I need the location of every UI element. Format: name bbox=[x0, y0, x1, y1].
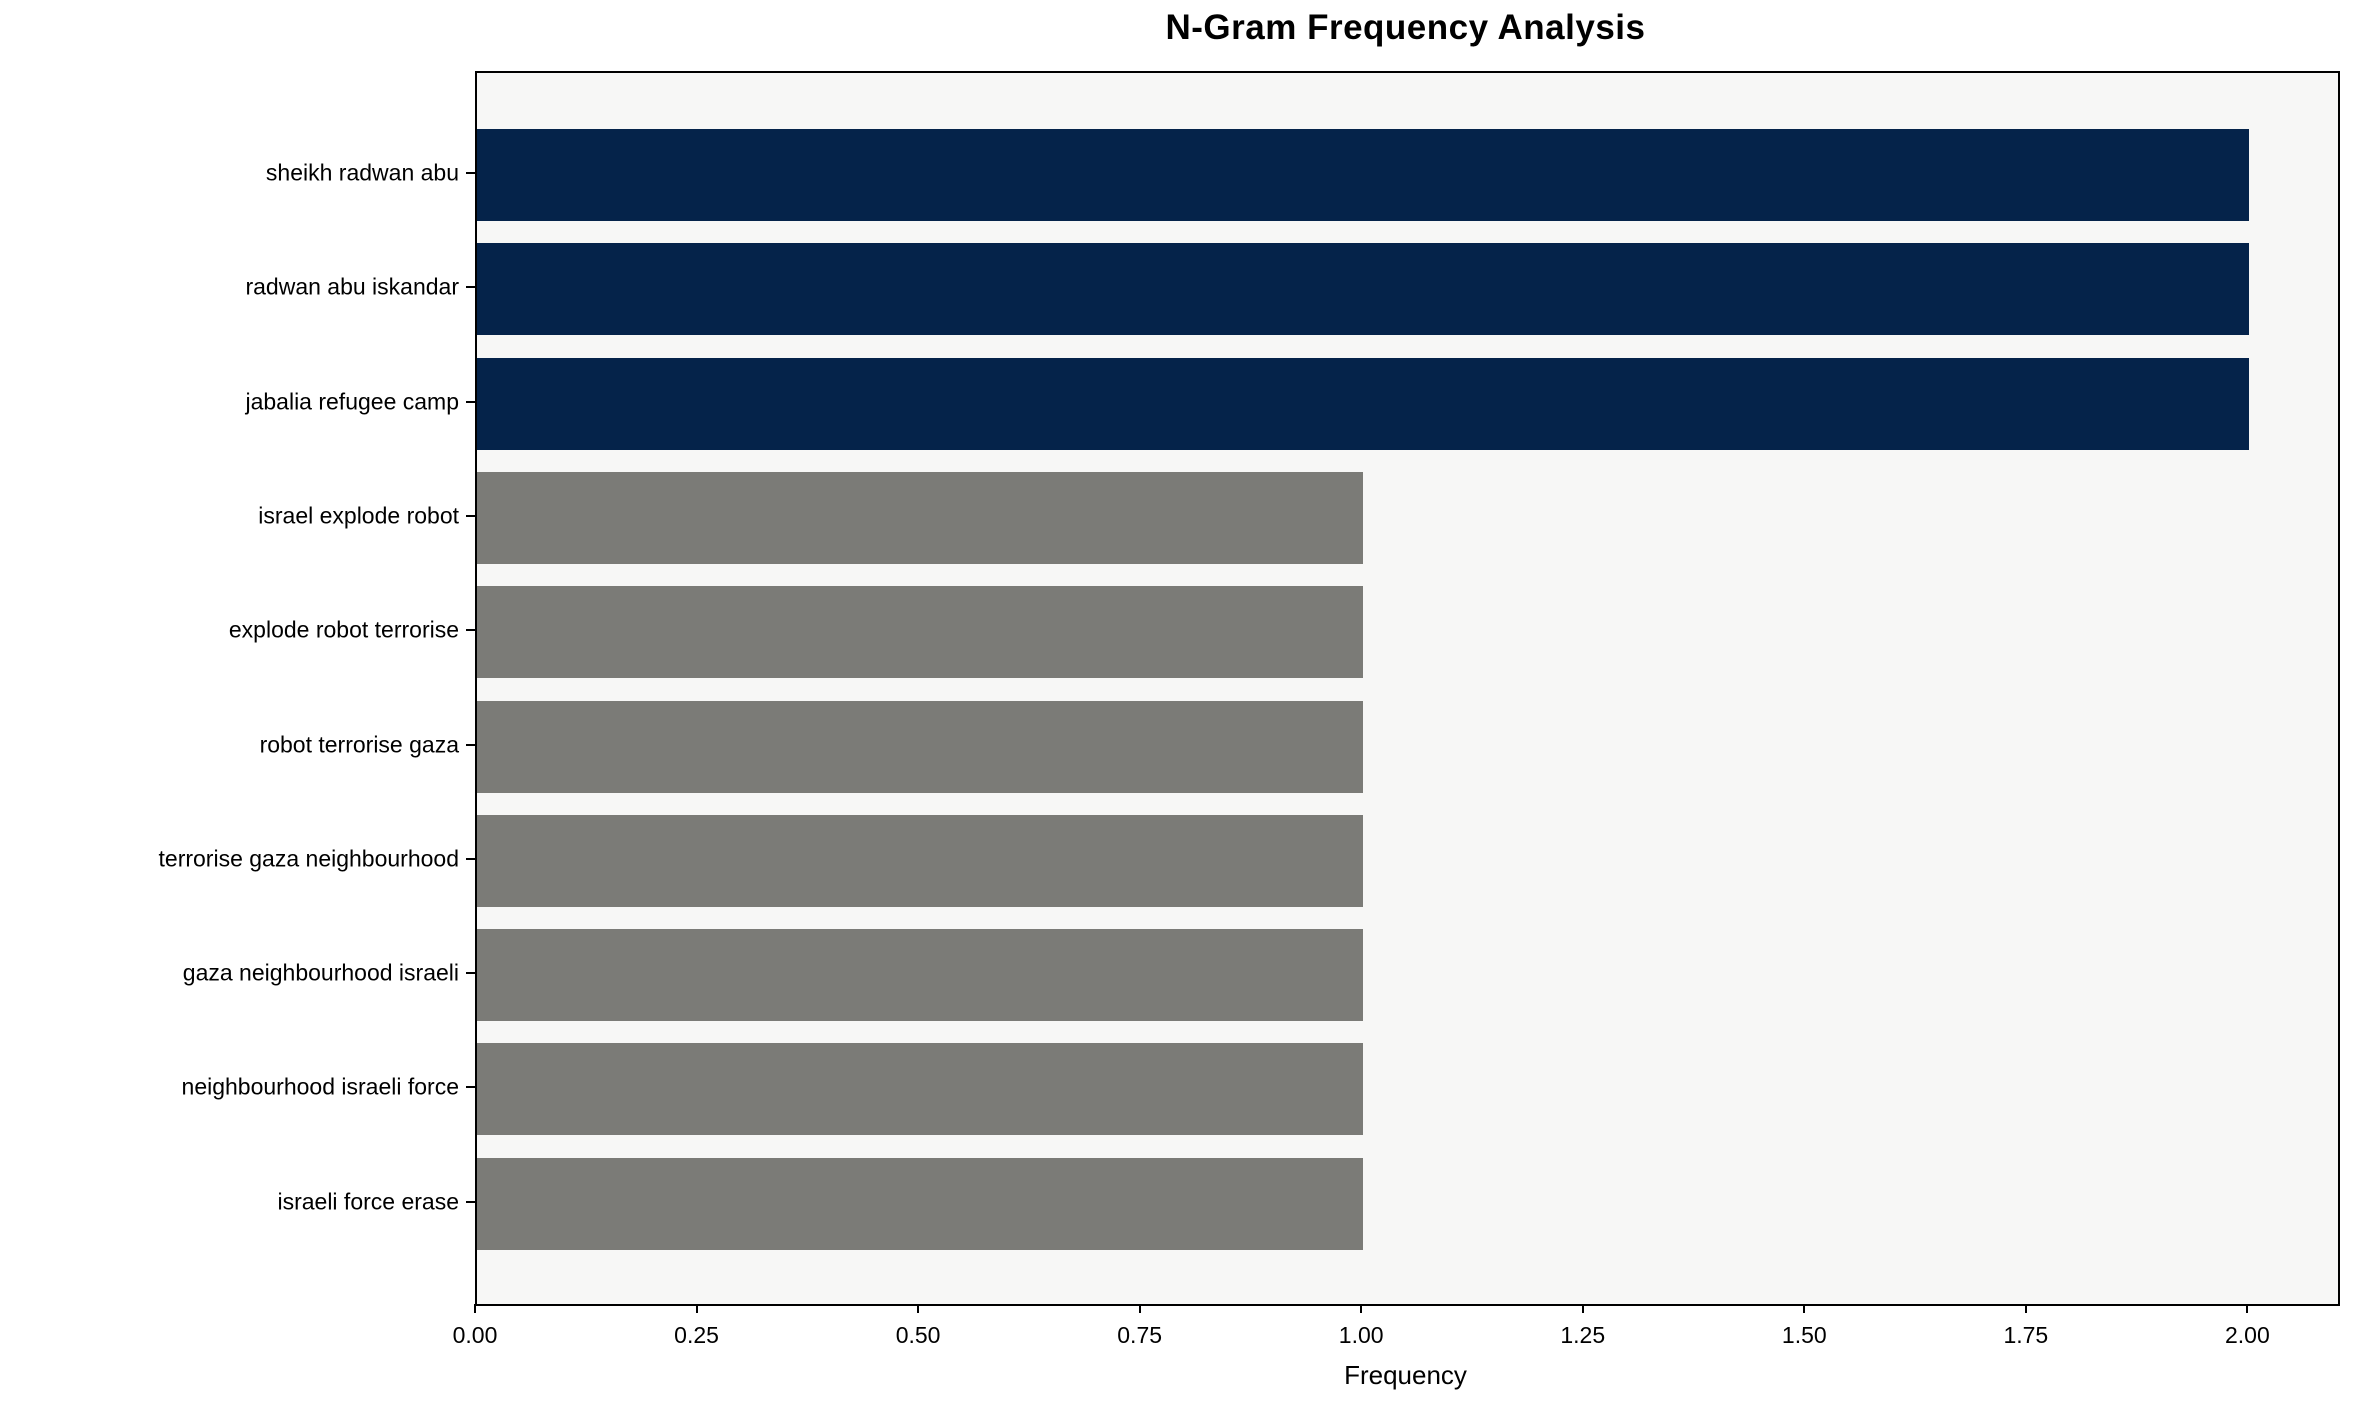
x-tick-mark bbox=[917, 1304, 920, 1313]
y-tick-label: terrorise gaza neighbourhood bbox=[158, 845, 459, 872]
y-tick-mark bbox=[466, 857, 475, 860]
y-tick-mark bbox=[466, 1086, 475, 1089]
y-tick-mark bbox=[466, 286, 475, 289]
plot-area bbox=[475, 71, 2340, 1306]
x-tick-label: 1.50 bbox=[1781, 1322, 1827, 1348]
x-tick-label: 0.75 bbox=[1117, 1322, 1163, 1348]
bar bbox=[477, 814, 1364, 907]
y-tick-label: israeli force erase bbox=[277, 1188, 459, 1215]
x-tick-label: 0.00 bbox=[452, 1322, 498, 1348]
bar bbox=[477, 1043, 1364, 1136]
y-tick-label: gaza neighbourhood israeli bbox=[182, 959, 459, 986]
y-tick-mark bbox=[466, 514, 475, 517]
x-axis-label: Frequency bbox=[1344, 1360, 1467, 1390]
y-tick-mark bbox=[466, 743, 475, 746]
x-tick-mark bbox=[1138, 1304, 1141, 1313]
y-tick-mark bbox=[466, 1200, 475, 1203]
x-tick-mark bbox=[1581, 1304, 1584, 1313]
x-tick-label: 1.00 bbox=[1338, 1322, 1384, 1348]
x-tick-label: 2.00 bbox=[2224, 1322, 2270, 1348]
x-tick-label: 0.50 bbox=[895, 1322, 941, 1348]
bar bbox=[477, 129, 2250, 221]
bars-layer bbox=[477, 73, 2338, 1304]
y-tick-mark bbox=[466, 400, 475, 403]
y-tick-mark bbox=[466, 629, 475, 632]
y-tick-label: jabalia refugee camp bbox=[245, 388, 459, 415]
x-tick-mark bbox=[1803, 1304, 1806, 1313]
x-tick-label: 1.25 bbox=[1560, 1322, 1606, 1348]
bar bbox=[477, 586, 1364, 679]
y-tick-mark bbox=[466, 972, 475, 975]
bar bbox=[477, 243, 2250, 336]
y-tick-label: sheikh radwan abu bbox=[265, 159, 459, 186]
y-tick-label: robot terrorise gaza bbox=[259, 731, 459, 757]
bar bbox=[477, 929, 1364, 1022]
bar bbox=[477, 1157, 1364, 1250]
bar bbox=[477, 471, 1364, 564]
y-tick-label: israel explode robot bbox=[258, 502, 459, 529]
x-tick-mark bbox=[695, 1304, 698, 1313]
chart-title: N-Gram Frequency Analysis bbox=[1165, 8, 1646, 47]
y-tick-label: neighbourhood israeli force bbox=[181, 1073, 459, 1100]
bar bbox=[477, 357, 2250, 450]
x-tick-mark bbox=[2246, 1304, 2249, 1313]
x-tick-mark bbox=[474, 1304, 476, 1313]
x-tick-label: 1.75 bbox=[2003, 1322, 2049, 1348]
bar bbox=[477, 700, 1364, 793]
x-tick-mark bbox=[1360, 1304, 1363, 1313]
y-tick-mark bbox=[466, 172, 475, 174]
y-tick-label: explode robot terrorise bbox=[228, 616, 459, 643]
y-tick-label: radwan abu iskandar bbox=[245, 273, 459, 300]
x-tick-label: 0.25 bbox=[674, 1322, 719, 1348]
x-tick-mark bbox=[2024, 1304, 2027, 1313]
